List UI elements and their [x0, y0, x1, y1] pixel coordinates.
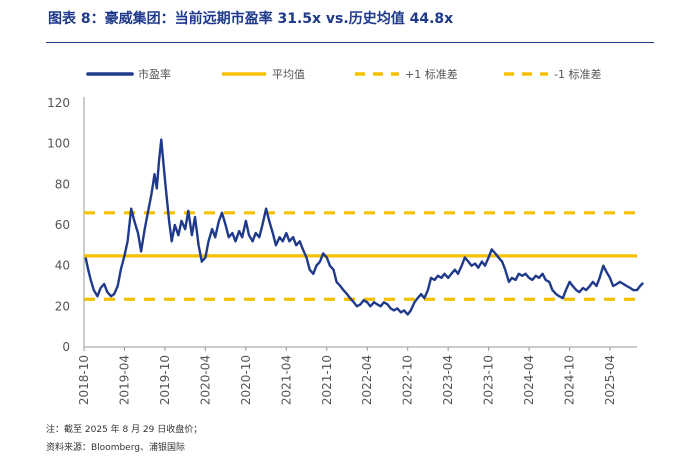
y-tick-label: 120	[47, 96, 70, 110]
data-series	[84, 138, 645, 316]
x-tick-label: 2023-10	[482, 355, 496, 405]
legend-label: -1 标准差	[554, 67, 601, 81]
y-tick-label: 0	[62, 340, 70, 354]
title-divider	[46, 42, 654, 43]
x-tick-label: 2021-10	[320, 355, 334, 405]
x-tick-label: 2020-04	[198, 355, 212, 405]
chart-axes: 0 20 40 60 80 100 120 2018-10 2019-04 2019-10 2020…	[47, 96, 637, 405]
pe-ratio-line	[84, 138, 645, 316]
y-tick-label: 20	[55, 299, 70, 313]
x-tick-label: 2019-04	[117, 355, 131, 405]
footnote: 注：截至 2025 年 8 月 29 日收盘价；	[46, 425, 203, 435]
x-tick-label: 2024-10	[563, 355, 577, 405]
legend-label: 平均值	[272, 68, 305, 81]
y-tick-label: 100	[47, 137, 70, 151]
x-tick-label: 2025-04	[603, 355, 617, 405]
x-tick-label: 2022-10	[401, 355, 415, 405]
legend-label: 市盈率	[138, 67, 171, 81]
x-tick-label: 2018-10	[77, 355, 91, 405]
source-note: 资料来源：Bloomberg、浦银国际	[46, 443, 185, 453]
x-tick-label: 2024-04	[522, 355, 536, 405]
chart-legend: 市盈率 平均值 +1 标准差 -1 标准差	[86, 67, 601, 81]
x-tick-label: 2023-04	[441, 355, 455, 405]
legend-label: +1 标准差	[405, 67, 458, 81]
reference-lines	[84, 211, 637, 301]
figure-title: 图表 8：豪威集团：当前远期市盈率 31.5x vs.历史均值 44.8x	[48, 11, 454, 27]
x-tick-label: 2021-04	[279, 355, 293, 405]
y-tick-label: 80	[55, 177, 70, 191]
y-tick-label: 40	[55, 259, 70, 273]
x-tick-label: 2022-04	[360, 355, 374, 405]
y-tick-label: 60	[55, 218, 70, 232]
x-tick-label: 2020-10	[239, 355, 253, 405]
pe-chart: 市盈率 平均值 +1 标准差 -1 标准差 0 20 40 60 80 100 120 2018-1…	[47, 67, 645, 405]
x-tick-label: 2019-10	[158, 355, 172, 405]
